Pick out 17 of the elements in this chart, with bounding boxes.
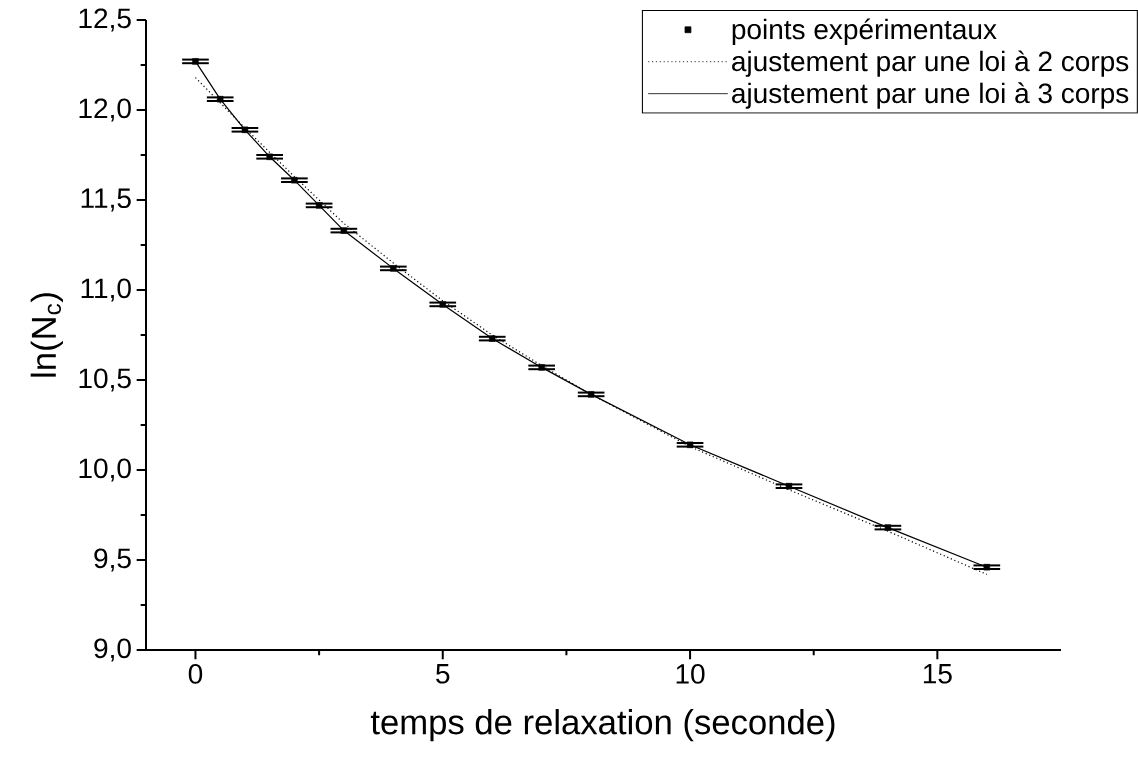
x-tick-label: 5	[436, 664, 450, 684]
x-tick-label: 0	[188, 664, 203, 684]
y-tick-label: 9,0	[94, 638, 131, 662]
legend-label: points expérimentaux	[732, 18, 997, 45]
y-tick-label: 10,0	[79, 458, 131, 482]
x-axis-title: temps de relaxation (seconde)	[370, 709, 835, 742]
y-tick-label: 11,5	[81, 188, 131, 212]
y-axis-title: ln(N$_{c}$)	[30, 293, 63, 377]
legend-label: ajustement par une loi à 2 corps	[732, 50, 1129, 77]
legend-label: ajustement par une loi à 3 corps	[732, 82, 1129, 109]
x-tick-label: 10	[676, 664, 705, 684]
x-tick-label: 15	[923, 664, 952, 684]
y-tick-label: 10,5	[79, 368, 131, 392]
y-tick-label: 12,0	[79, 98, 131, 122]
y-tick-label: 12,5	[79, 8, 131, 32]
y-tick-label: 11,0	[81, 278, 131, 302]
y-tick-label: 9,5	[94, 548, 131, 572]
